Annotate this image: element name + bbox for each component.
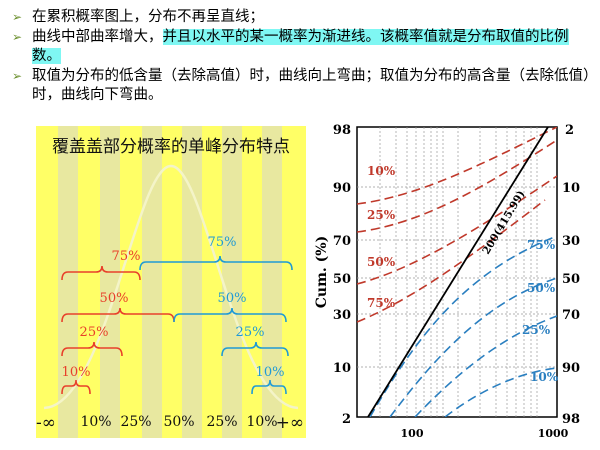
right-tick: 98 xyxy=(562,412,580,427)
red-curve-label-50: 50% xyxy=(367,255,396,269)
x-axis-labels: -∞ 10% 25% 50% 25% 10% +∞ xyxy=(36,413,304,433)
blue-curve-75 xyxy=(369,235,557,417)
blue-curve-label-50: 50% xyxy=(527,281,556,295)
left-tick: 70 xyxy=(333,234,351,249)
red-curve-75 xyxy=(357,199,546,323)
bullet-text-2: 曲线中部曲率增大， xyxy=(32,29,163,45)
bottom-axis-ticks: 100 1000 xyxy=(401,427,569,440)
blue-brace-75 xyxy=(139,255,293,271)
right-tick: 90 xyxy=(562,361,580,376)
red-brace-50 xyxy=(61,307,175,323)
right-tick: 30 xyxy=(562,234,580,249)
red-brace-10 xyxy=(61,379,91,395)
bullet-text-1: 在累积概率图上，分布不再呈直线； xyxy=(32,9,264,25)
blue-label-25: 25% xyxy=(236,325,265,340)
left-tick: 10 xyxy=(333,361,351,376)
red-label-25: 25% xyxy=(80,325,109,340)
axis-label-25-left: 25% xyxy=(120,414,151,430)
brace-labels: 75% 50% 25% 10% 75% 50% 25% 10% xyxy=(62,235,285,380)
bullet-text-3: 取值为分布的低含量（去除高值）时，曲线向上弯曲；取值为分布的高含量（去除低值）时… xyxy=(32,68,591,103)
red-label-10: 10% xyxy=(62,365,91,380)
bullet-list: ➢ 在累积概率图上，分布不再呈直线； ➢ 曲线中部曲率增大，并且以水平的某一概率为渐… xyxy=(12,8,592,106)
red-curve-label-75: 75% xyxy=(367,296,396,310)
normal-reference-line xyxy=(367,126,549,418)
red-curve-label-10: 10% xyxy=(367,164,396,178)
blue-curve-label-25: 25% xyxy=(522,323,551,337)
blue-label-50: 50% xyxy=(218,291,247,306)
axis-label-10-right: 10% xyxy=(246,414,277,430)
blue-label-10: 10% xyxy=(256,365,285,380)
bullet-item-1: ➢ 在累积概率图上，分布不再呈直线； xyxy=(12,8,592,27)
arrow-bullet-icon: ➢ xyxy=(12,69,23,83)
blue-curve-50 xyxy=(389,277,557,417)
bottom-tick-100: 100 xyxy=(401,427,424,440)
right-axis-ticks: 2 10 30 50 70 90 98 xyxy=(562,123,580,427)
blue-brace-10 xyxy=(251,379,287,395)
blue-curve-25 xyxy=(414,315,557,417)
bottom-tick-1000: 1000 xyxy=(538,427,569,440)
arrow-bullet-icon: ➢ xyxy=(12,30,23,44)
left-tick: 2 xyxy=(342,412,351,427)
right-tick: 50 xyxy=(562,272,580,287)
blue-curve-label-75: 75% xyxy=(527,238,556,252)
axis-label-50: 50% xyxy=(163,414,194,430)
bullet-item-3: ➢ 取值为分布的低含量（去除高值）时，曲线向上弯曲；取值为分布的高含量（去除低值）… xyxy=(12,67,592,105)
blue-curve-10 xyxy=(444,367,557,417)
red-brace-75 xyxy=(61,265,141,281)
left-axis-ticks: 98 90 70 50 30 10 2 xyxy=(333,123,351,427)
blue-brace-50 xyxy=(173,307,287,323)
red-label-50: 50% xyxy=(100,291,129,306)
blue-brace-25 xyxy=(221,341,289,357)
blue-curve-label-10: 10% xyxy=(530,370,559,384)
left-tick: 50 xyxy=(333,272,351,287)
right-tick: 70 xyxy=(562,308,580,323)
red-curve-50 xyxy=(357,175,557,285)
right-tick: 2 xyxy=(565,123,574,138)
y-axis-label: Cum. (%) xyxy=(314,236,330,308)
axis-label-plus-infinity: +∞ xyxy=(276,413,304,433)
red-brace-25 xyxy=(61,341,123,357)
right-tick: 10 xyxy=(562,181,580,196)
axis-label-10-left: 10% xyxy=(80,414,111,430)
red-curve-10 xyxy=(357,127,557,205)
curve-labels: 10% 25% 50% 75% 75% 50% 25% 10% xyxy=(367,164,559,384)
blue-label-75: 75% xyxy=(208,235,237,250)
left-tick: 90 xyxy=(333,181,351,196)
panel-title: 覆盖盖部分概率的单峰分布特点 xyxy=(52,137,290,157)
bullet-item-2: ➢ 曲线中部曲率增大，并且以水平的某一概率为渐进线。该概率值就是分布取值的比例数。 xyxy=(12,28,592,66)
axis-label-minus-infinity: -∞ xyxy=(36,413,56,433)
axis-label-25-right: 25% xyxy=(206,414,237,430)
distribution-curve xyxy=(43,164,299,410)
red-label-75: 75% xyxy=(112,249,141,264)
red-curve-label-25: 25% xyxy=(367,208,396,222)
brace-group xyxy=(61,255,293,395)
unimodal-distribution-panel: 覆盖盖部分概率的单峰分布特点 75% 50% 25% 10% 75% 50% 2… xyxy=(36,126,306,438)
grid-lines xyxy=(357,127,557,417)
arrow-bullet-icon: ➢ xyxy=(12,10,23,24)
left-tick: 30 xyxy=(333,308,351,323)
left-tick: 98 xyxy=(333,123,351,138)
distribution-figure: 覆盖盖部分概率的单峰分布特点 75% 50% 25% 10% 75% 50% 2… xyxy=(36,126,306,438)
